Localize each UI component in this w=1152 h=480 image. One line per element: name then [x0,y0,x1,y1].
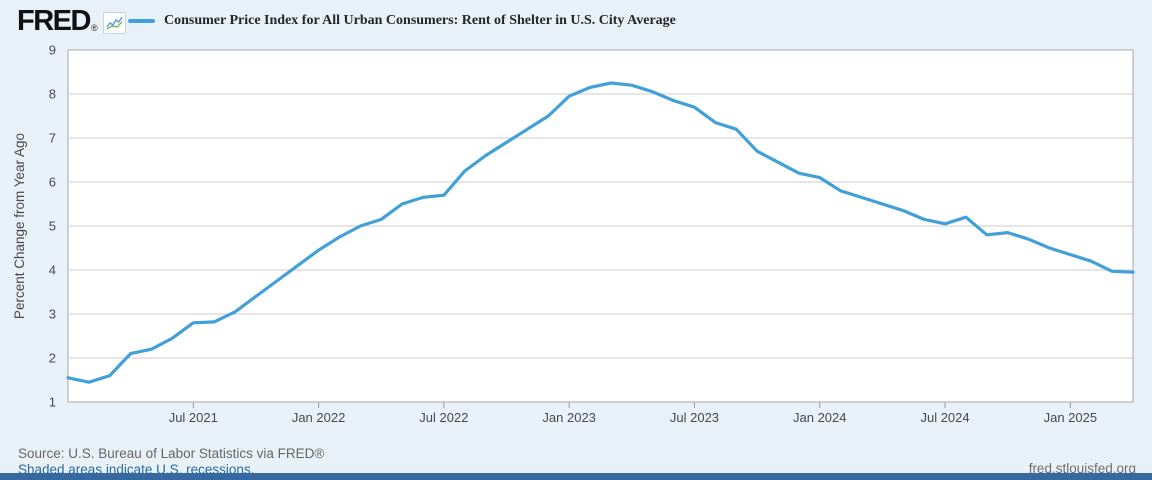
price-chart: 1 2 3 4 5 6 7 8 9 Jul 2021 Jan 2022 Jul 2022 Jan 202… [12,43,1135,425]
fred-wordmark: FRED [17,5,91,37]
series-title: Consumer Price Index for All Urban Consu… [164,13,676,28]
x-tick-label: Jan 2025 [1044,410,1098,425]
legend: Consumer Price Index for All Urban Consu… [128,13,676,29]
y-tick-label: 2 [49,351,56,366]
registered-trademark: ® [90,23,98,33]
y-tick-label: 4 [49,263,56,278]
y-tick-label: 7 [49,131,56,146]
header: FRED ® [17,5,126,37]
y-axis-title: Percent Change from Year Ago [12,133,27,319]
x-tick-label: Jul 2021 [169,410,218,425]
x-tick-label: Jan 2024 [793,410,847,425]
y-tick-label: 8 [49,87,56,102]
legend-line-swatch [128,19,155,23]
source-attribution: Source: U.S. Bureau of Labor Statistics … [18,446,325,461]
x-tick-label: Jul 2023 [670,410,719,425]
plot-border [67,49,1134,403]
fred-site-url[interactable]: fred.stlouisfed.org [1028,461,1136,476]
y-tick-label: 3 [49,307,56,322]
fred-sparkline-icon [102,12,126,34]
y-tick-label: 1 [49,395,56,410]
x-tick-label: Jan 2022 [292,410,346,425]
fred-logo[interactable]: FRED ® [17,5,126,37]
y-tick-label: 6 [49,175,56,190]
y-tick-label: 5 [49,219,56,234]
x-tick-label: Jul 2022 [419,410,468,425]
bottom-accent-bar [0,473,1152,480]
y-tick-label: 9 [49,43,56,58]
x-tick-label: Jul 2024 [920,410,969,425]
x-tick-label: Jan 2023 [542,410,596,425]
data-line [66,81,1135,384]
